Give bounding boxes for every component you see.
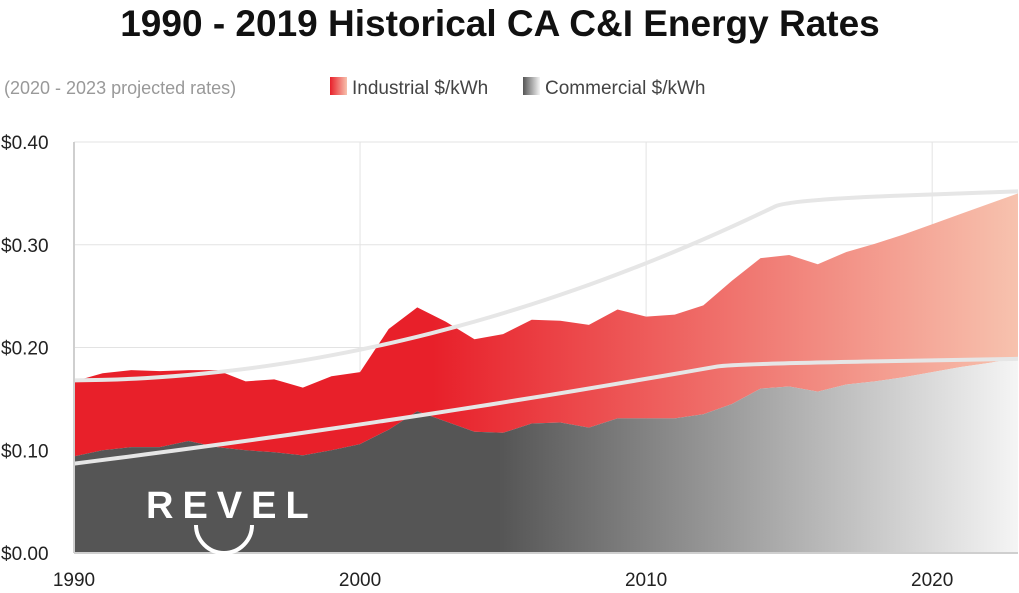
y-tick-label-3: $0.30 [1, 236, 49, 257]
trendline-commercial [74, 356, 1018, 466]
x-axis-ticks: 1990 2000 2010 2020 [53, 570, 953, 591]
x-tick-label-0: 1990 [53, 570, 95, 591]
legend-label-industrial: Industrial $/kWh [352, 78, 488, 99]
trendlines [74, 189, 1018, 466]
area-commercial [74, 357, 1018, 553]
y-tick-label-2: $0.20 [1, 339, 49, 360]
plot-areas [74, 193, 1018, 553]
revel-logo: REVEL [146, 485, 318, 555]
x-tick-label-2: 2010 [625, 570, 667, 591]
area-industrial [74, 193, 1018, 457]
legend-swatch-industrial [330, 77, 347, 95]
trendline-industrial [74, 189, 1018, 383]
y-tick-label-4: $0.40 [1, 133, 49, 154]
chart-title: 1990 - 2019 Historical CA C&I Energy Rat… [120, 3, 880, 44]
y-tick-label-0: $0.00 [1, 544, 49, 565]
chart-subtitle: (2020 - 2023 projected rates) [4, 78, 236, 98]
y-axis-ticks: $0.00 $0.10 $0.20 $0.30 $0.40 [1, 133, 49, 565]
x-tick-label-3: 2020 [911, 570, 953, 591]
legend-swatch-commercial [523, 77, 540, 95]
y-tick-label-1: $0.10 [1, 441, 49, 462]
legend: Industrial $/kWh Commercial $/kWh [330, 77, 705, 99]
x-tick-label-1: 2000 [339, 570, 381, 591]
legend-label-commercial: Commercial $/kWh [545, 78, 705, 99]
logo-arc-icon [194, 524, 254, 555]
logo-text: REVEL [146, 485, 318, 527]
